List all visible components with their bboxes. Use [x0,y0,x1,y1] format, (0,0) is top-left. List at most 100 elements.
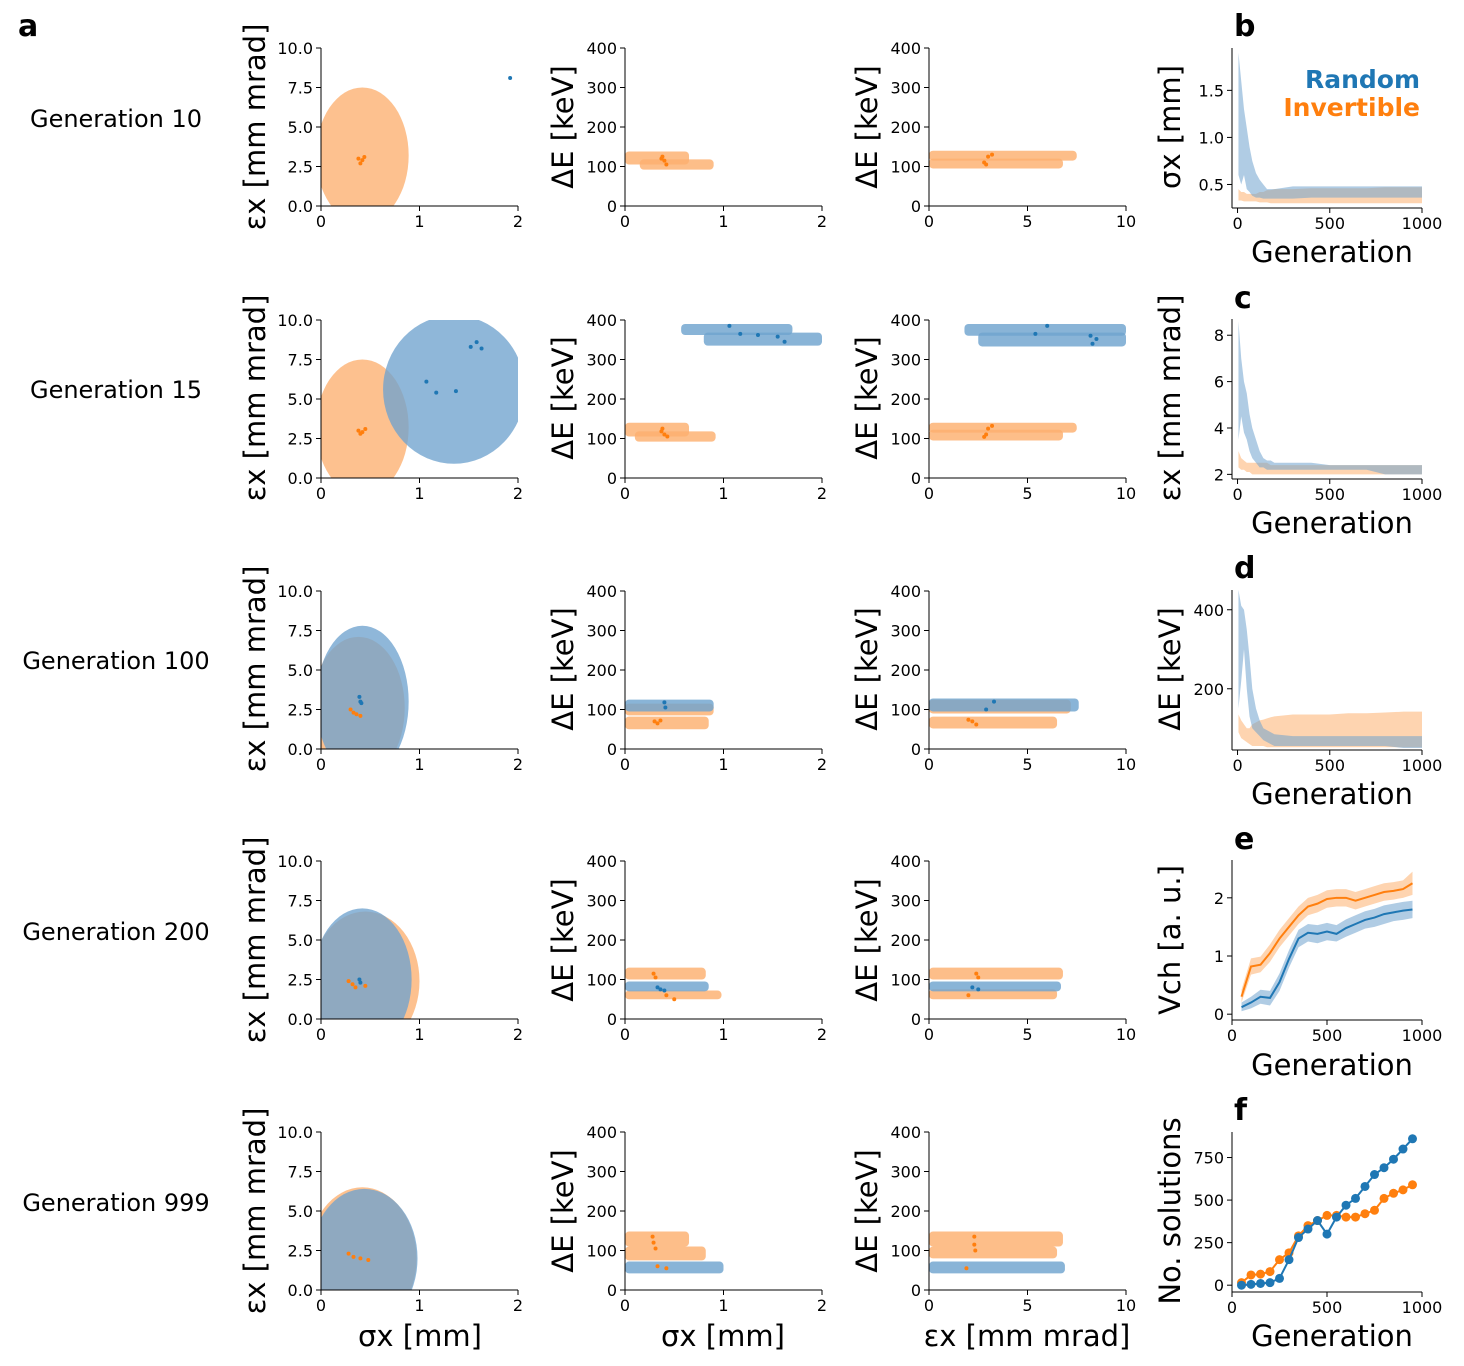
invertible-point-0 [350,982,355,987]
y-tick-label: 300 [586,892,617,911]
ylabel-dE-c2-row5: ΔE [keV] [546,1149,580,1272]
y-tick-label: 400 [890,1123,921,1142]
xlabel-gen-b: Generation [1251,235,1413,269]
plot-area [625,699,714,730]
invertible-marker-14 [1370,1205,1379,1215]
y-tick-label: 300 [890,892,921,911]
invertible-point-1 [986,154,991,159]
x-tick-label: 0 [1232,485,1242,504]
y-tick-label: 400 [890,852,921,871]
random-region [321,625,409,749]
xlabel-gen-c: Generation [1251,506,1413,540]
ylabel-d: ΔE [keV] [1153,607,1187,730]
invertible-point-2 [658,718,663,723]
random-marker-13 [1360,1181,1370,1191]
ylabel-eps-row2: εx [mm mrad] [238,295,272,502]
y-tick-label: 10.0 [277,1123,313,1142]
y-tick-label: 200 [586,931,617,950]
y-tick-label: 100 [890,1242,921,1261]
random-marker-0 [1237,1280,1246,1290]
invertible-point-4 [664,1266,669,1271]
random-point-1 [434,390,439,395]
x-tick-label: 2 [513,1025,523,1044]
invertible-marker-3 [1265,1267,1275,1277]
random-point-3 [775,334,780,339]
y-tick-label: 10.0 [277,39,313,58]
x-tick-label: 0 [924,484,934,503]
invertible-point-3 [346,979,351,984]
x-tick-label: 2 [817,212,827,231]
plot-area [321,320,518,478]
invertible-marker-18 [1408,1180,1417,1190]
panel-label-b: b [1234,9,1255,44]
legend-random: Random [1305,65,1420,94]
x-tick-label: 0 [620,212,630,231]
x-tick-label: 2 [513,484,523,503]
random-point-0 [357,694,362,699]
random-point-0 [508,76,513,81]
x-tick-label: 500 [1314,214,1345,233]
x-tick-label: 0 [924,755,934,774]
y-tick-label: 0 [607,197,617,216]
x-tick-label: 2 [513,212,523,231]
random-point-1 [663,705,668,710]
invertible-band-0 [929,967,1063,980]
random-point-2 [662,988,667,993]
y-tick-label: 0 [1214,1005,1224,1024]
y-tick-label: 8 [1214,326,1224,345]
xlabels-right: Generation Generation Generation Generat… [1251,235,1413,1353]
y-tick-label: 7.5 [288,1163,313,1182]
y-tick-label: 5.0 [288,661,313,680]
invertible-band-1 [929,716,1058,729]
random-point-2 [359,701,364,706]
y-tick-label: 300 [890,622,921,641]
y-tick-label: 1 [1214,947,1224,966]
y-tick-label: 0 [911,197,921,216]
ylabel-eps-row3: εx [mm mrad] [238,566,272,773]
x-tick-label: 5 [1022,755,1032,774]
invertible-point-3 [659,156,664,161]
invertible-point-3 [964,1266,969,1271]
x-tick-label: 0 [316,1025,326,1044]
random-band [1238,590,1422,749]
invertible-point-2 [990,152,995,157]
y-tick-label: 200 [890,118,921,137]
x-tick-label: 1 [414,484,424,503]
y-tick-label: 250 [1193,1234,1224,1253]
line-panel-f: 0 500 1000 0 250 500 750 [1193,1132,1442,1317]
ylabel-dE-c3-row3: ΔE [keV] [850,607,884,730]
plot-area [929,1231,1065,1274]
random-marker-2 [1256,1278,1265,1288]
invertible-band-1 [929,429,1063,441]
invertible-point-1 [972,1242,977,1247]
y-tick-label: 300 [586,622,617,641]
random-point-2 [755,333,760,338]
x-tick-label: 1000 [1402,756,1443,775]
x-tick-label: 2 [817,484,827,503]
y-tick-label: 200 [586,661,617,680]
y-tick-label: 7.5 [288,79,313,98]
invertible-band-0 [625,1231,690,1247]
invertible-point-0 [970,719,975,724]
scatter-panel-r5-c1: 0 1 2 0.0 2.5 5.0 7.5 10.0 [277,1123,523,1315]
line-panel-d: 0 500 1000 200 400 [1193,590,1442,775]
y-tick-label: 200 [890,1202,921,1221]
x-tick-label: 1000 [1402,214,1443,233]
x-tick-label: 10 [1116,212,1136,231]
x-tick-label: 2 [817,1025,827,1044]
x-tick-label: 1 [414,1025,424,1044]
y-tick-label: 400 [586,852,617,871]
invertible-point-1 [662,158,667,163]
y-tick-label: 2 [1214,465,1224,484]
row-label-gen-10: Generation 10 [30,105,202,133]
x-tick-label: 0 [620,484,630,503]
y-tick-label: 1.0 [1199,128,1224,147]
invertible-point-2 [358,1256,363,1261]
scatter-panel-r4-c2: 0 1 2 0 100 200 300 400 [586,852,827,1044]
x-tick-label: 5 [1022,1296,1032,1315]
plot-area [929,150,1077,169]
y-tick-label: 0 [911,1010,921,1029]
invertible-band [1241,871,1413,1003]
y-tick-label: 1.5 [1199,81,1224,100]
y-tick-label: 10.0 [277,311,313,330]
